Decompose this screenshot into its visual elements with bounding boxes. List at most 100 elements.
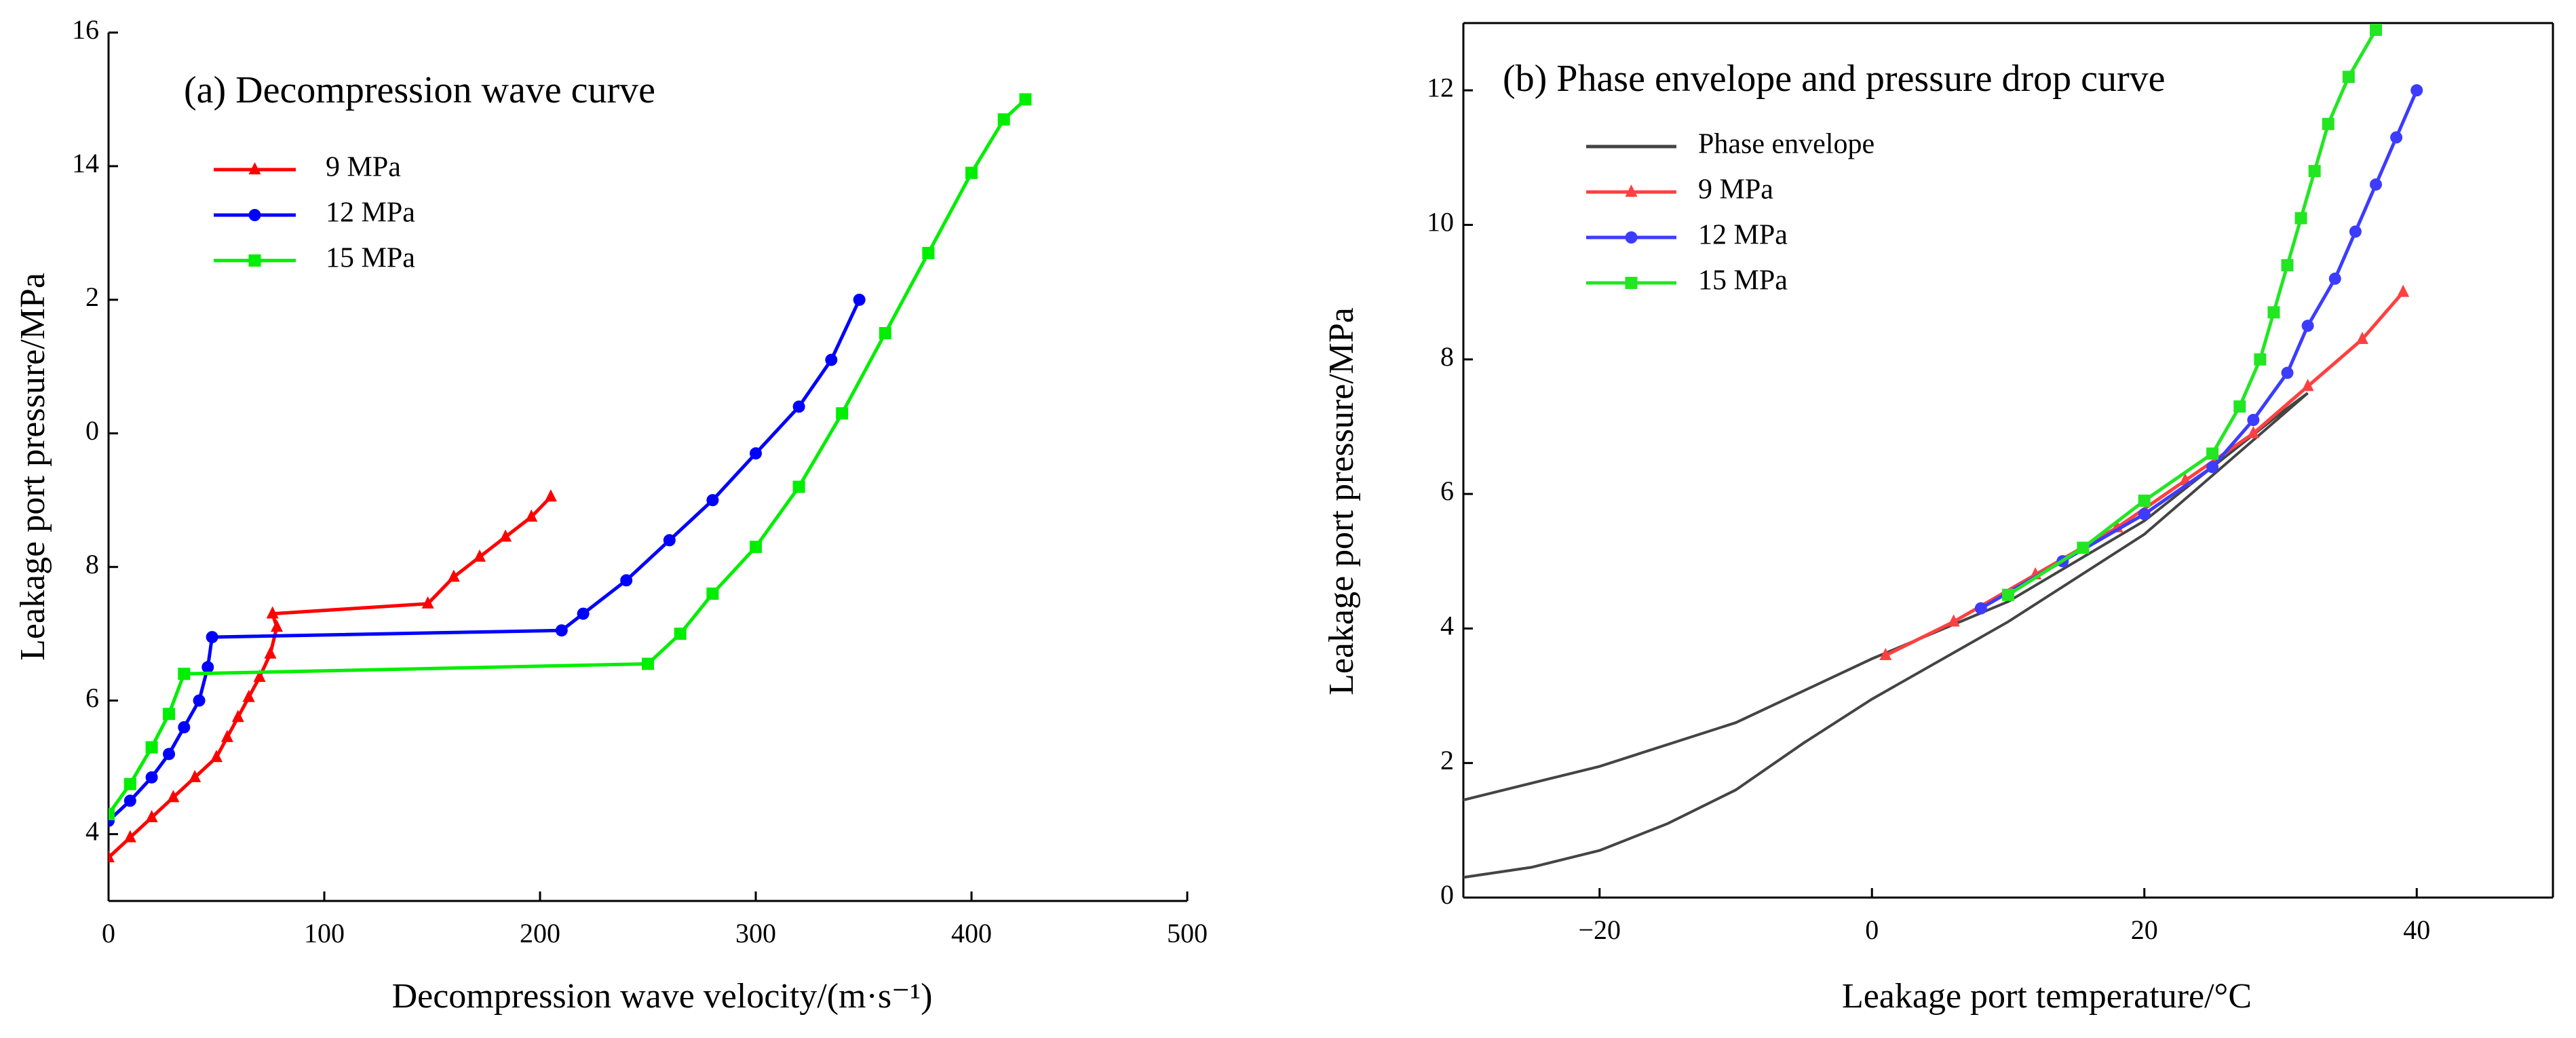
- legend-label: 15 MPa: [326, 243, 415, 274]
- marker: [836, 407, 849, 420]
- marker: [965, 166, 978, 179]
- marker: [2397, 284, 2410, 297]
- y-tick-label: 12: [1427, 72, 1454, 102]
- y-tick-label: 6: [1440, 476, 1454, 506]
- marker: [620, 574, 633, 587]
- plot-area: [1463, 23, 2423, 879]
- series-line: [2007, 28, 2378, 596]
- marker: [2247, 425, 2260, 438]
- marker: [447, 569, 460, 582]
- x-tick-label: 0: [1865, 915, 1879, 945]
- marker: [997, 113, 1010, 126]
- y-tick-label: 2: [85, 282, 99, 312]
- x-tick-label: 300: [735, 918, 776, 948]
- marker: [750, 541, 762, 554]
- marker: [473, 549, 486, 562]
- marker: [1019, 93, 1032, 106]
- legend-marker: [248, 162, 261, 174]
- legend-label: 12 MPa: [1698, 220, 1788, 251]
- marker: [2206, 447, 2219, 460]
- marker: [1947, 614, 1960, 627]
- marker: [792, 480, 805, 493]
- marker: [231, 710, 244, 723]
- y-axis-label: Leakage port pressure/MPa: [14, 273, 52, 661]
- x-axis-label: Leakage port temperature/°C: [1842, 977, 2252, 1016]
- y-tick-label: 8: [85, 549, 99, 579]
- marker: [2342, 71, 2355, 83]
- chart-title: (a) Decompression wave curve: [184, 69, 655, 111]
- marker: [2322, 117, 2334, 130]
- marker: [2328, 272, 2341, 285]
- marker: [750, 447, 762, 460]
- marker: [2356, 332, 2368, 345]
- chart-title: (b) Phase envelope and pressure drop cur…: [1503, 58, 2166, 100]
- series-line: [109, 495, 552, 859]
- marker: [123, 794, 136, 807]
- y-tick-label: 0: [1440, 879, 1454, 910]
- marker: [922, 246, 935, 259]
- marker: [577, 607, 590, 620]
- marker: [555, 624, 568, 637]
- x-tick-label: −20: [1578, 915, 1621, 945]
- marker: [1879, 648, 1892, 661]
- series-line: [109, 98, 1027, 815]
- legend-marker: [248, 209, 261, 221]
- y-tick-label: 2: [1440, 745, 1454, 775]
- y-tick-label: 4: [1440, 611, 1454, 641]
- marker: [642, 657, 654, 670]
- marker: [2254, 353, 2267, 366]
- marker: [674, 628, 687, 640]
- marker: [2206, 461, 2219, 474]
- marker: [189, 769, 201, 782]
- marker: [2138, 507, 2151, 520]
- marker: [2349, 225, 2362, 238]
- x-tick-label: 400: [951, 918, 992, 948]
- x-tick-label: 100: [304, 918, 345, 948]
- legend-marker: [1625, 185, 1638, 197]
- y-tick-label: 4: [85, 816, 99, 847]
- marker: [663, 534, 676, 547]
- marker: [792, 400, 805, 413]
- marker: [145, 771, 158, 784]
- marker: [2370, 178, 2383, 191]
- y-tick-label: 14: [72, 148, 99, 178]
- legend-label: 9 MPa: [1698, 174, 1773, 206]
- marker: [210, 750, 223, 763]
- marker: [2410, 84, 2423, 97]
- y-axis-label: Leakage port pressure/MPa: [1322, 307, 1361, 695]
- x-tick-label: 500: [1167, 918, 1208, 948]
- marker: [1974, 602, 1987, 615]
- legend-marker: [248, 254, 261, 267]
- marker: [178, 668, 191, 680]
- legend-marker: [1625, 277, 1638, 289]
- marker: [264, 646, 277, 659]
- y-tick-label: 0: [85, 415, 99, 446]
- legend-label: Phase envelope: [1698, 129, 1875, 160]
- marker: [2077, 541, 2090, 554]
- marker: [201, 661, 214, 674]
- marker: [178, 721, 191, 733]
- series-line: [1463, 391, 2309, 879]
- y-tick-label: 8: [1440, 341, 1454, 372]
- marker: [206, 631, 218, 644]
- x-tick-label: 200: [520, 918, 560, 948]
- marker: [109, 850, 115, 862]
- marker: [163, 748, 176, 761]
- y-tick-label: 6: [85, 683, 99, 713]
- marker: [499, 529, 512, 542]
- marker: [123, 830, 136, 843]
- marker: [2308, 165, 2321, 178]
- marker: [2301, 379, 2314, 391]
- marker: [2002, 588, 2014, 601]
- marker: [2138, 494, 2151, 507]
- x-axis-label: Decompression wave velocity/(m·s⁻¹): [392, 977, 933, 1016]
- marker: [525, 509, 538, 522]
- marker: [2370, 23, 2383, 36]
- marker: [421, 596, 434, 609]
- marker: [193, 694, 206, 707]
- marker: [145, 809, 158, 822]
- marker: [2281, 258, 2294, 271]
- legend-label: 12 MPa: [326, 197, 415, 229]
- legend-label: 9 MPa: [326, 152, 401, 183]
